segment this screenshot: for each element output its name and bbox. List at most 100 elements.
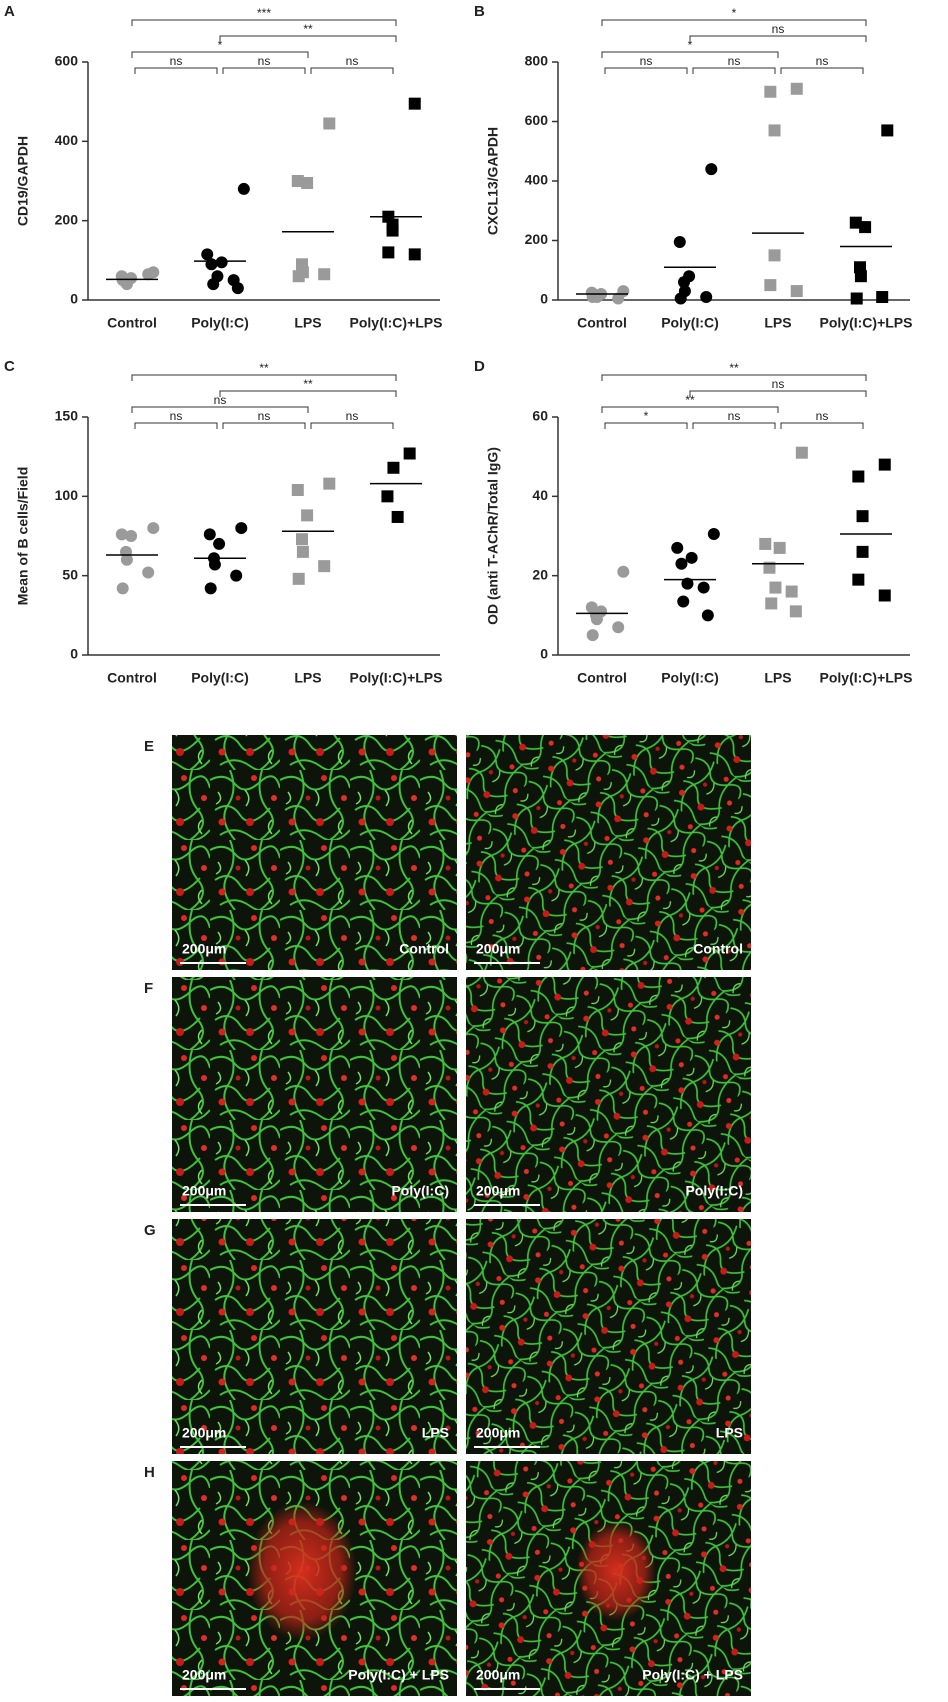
- y-tick-label: 600: [55, 53, 79, 69]
- data-point: [120, 553, 133, 566]
- data-point: [408, 248, 421, 261]
- data-point: [291, 483, 304, 496]
- significance-label: ns: [346, 409, 359, 423]
- x-tick-label: LPS: [764, 670, 791, 686]
- significance-bracket: [310, 422, 394, 429]
- y-tick-label: 200: [55, 211, 79, 227]
- data-point: [700, 291, 713, 304]
- y-axis-label: OD (anti T-AChR/Total IgG): [485, 447, 501, 625]
- micrograph: [466, 1219, 751, 1454]
- significance-bracket: [692, 67, 776, 74]
- significance-bracket: [219, 35, 397, 42]
- data-point: [764, 279, 777, 292]
- micrograph: [466, 735, 751, 970]
- significance-label: **: [303, 22, 313, 36]
- data-point: [381, 490, 394, 503]
- y-tick-label: 200: [525, 231, 549, 247]
- data-point: [292, 572, 305, 585]
- data-point: [231, 282, 244, 295]
- significance-label: ns: [772, 377, 785, 391]
- significance-label: **: [303, 377, 313, 391]
- x-tick-label: Control: [107, 670, 157, 686]
- y-tick-label: 150: [55, 408, 79, 424]
- significance-label: ns: [214, 393, 227, 407]
- y-tick-label: 400: [525, 172, 549, 188]
- data-point: [768, 249, 781, 262]
- data-point: [291, 175, 304, 187]
- data-point: [116, 274, 129, 287]
- scale-label: 200μm: [476, 1425, 520, 1441]
- data-point: [230, 569, 243, 582]
- data-point: [147, 522, 160, 535]
- data-point: [674, 292, 687, 305]
- data-point: [681, 577, 694, 590]
- data-point: [852, 470, 865, 483]
- data-point: [769, 581, 782, 594]
- data-point: [878, 589, 891, 602]
- condition-label: Poly(I:C) + LPS: [348, 1667, 449, 1683]
- data-point: [408, 97, 421, 110]
- data-point: [789, 605, 802, 618]
- y-tick-label: 800: [525, 53, 549, 69]
- panel-letter: F: [144, 980, 153, 997]
- micrograph: [172, 735, 457, 970]
- data-point: [205, 258, 218, 271]
- significance-label: ns: [640, 54, 653, 68]
- significance-bracket: [689, 35, 867, 42]
- data-point: [707, 528, 720, 541]
- x-tick-label: LPS: [294, 315, 321, 331]
- data-point: [765, 597, 778, 610]
- data-point: [881, 124, 894, 137]
- y-tick-label: 0: [540, 646, 548, 662]
- y-tick-label: 40: [532, 487, 548, 503]
- y-tick-label: 100: [55, 487, 79, 503]
- significance-label: *: [732, 6, 737, 20]
- data-point: [677, 595, 690, 608]
- x-tick-label: Control: [107, 315, 157, 331]
- data-point: [678, 276, 690, 289]
- data-point: [215, 256, 228, 269]
- data-point: [142, 268, 155, 281]
- significance-label: **: [685, 393, 695, 407]
- data-point: [201, 248, 214, 261]
- y-axis-label: CD19/GAPDH: [15, 136, 31, 226]
- significance-label: ns: [258, 409, 271, 423]
- data-point: [301, 176, 314, 189]
- x-tick-label: Poly(I:C): [191, 315, 249, 331]
- significance-label: *: [644, 409, 649, 423]
- y-tick-label: 0: [70, 646, 78, 662]
- data-point: [296, 533, 308, 546]
- significance-bracket: [310, 67, 394, 74]
- x-tick-label: Poly(I:C): [661, 315, 719, 331]
- data-point: [237, 182, 250, 195]
- data-point: [323, 477, 336, 490]
- data-point: [318, 268, 331, 281]
- data-point: [852, 573, 865, 586]
- y-tick-label: 60: [532, 408, 548, 424]
- significance-bracket: [222, 422, 306, 429]
- significance-label: *: [688, 38, 693, 52]
- scale-label: 200μm: [476, 1183, 520, 1199]
- x-tick-label: Poly(I:C)+LPS: [350, 670, 443, 686]
- data-point: [763, 561, 776, 574]
- significance-bracket: [134, 67, 218, 74]
- data-point: [586, 291, 599, 304]
- significance-bracket: [780, 67, 864, 74]
- scale-label: 200μm: [182, 941, 226, 957]
- y-tick-label: 400: [55, 132, 79, 148]
- data-point: [586, 629, 599, 642]
- data-point: [854, 270, 867, 283]
- significance-bracket: [601, 19, 867, 26]
- data-point: [785, 585, 798, 598]
- y-tick-label: 50: [62, 566, 78, 582]
- significance-bracket: [131, 19, 397, 26]
- condition-label: Poly(I:C) + LPS: [642, 1667, 743, 1683]
- data-point: [323, 117, 336, 130]
- significance-bracket: [604, 67, 688, 74]
- data-point: [773, 541, 786, 554]
- data-point: [590, 613, 603, 626]
- data-point: [697, 581, 710, 594]
- data-point: [701, 609, 714, 622]
- significance-bracket: [601, 406, 779, 413]
- x-tick-label: Control: [577, 315, 627, 331]
